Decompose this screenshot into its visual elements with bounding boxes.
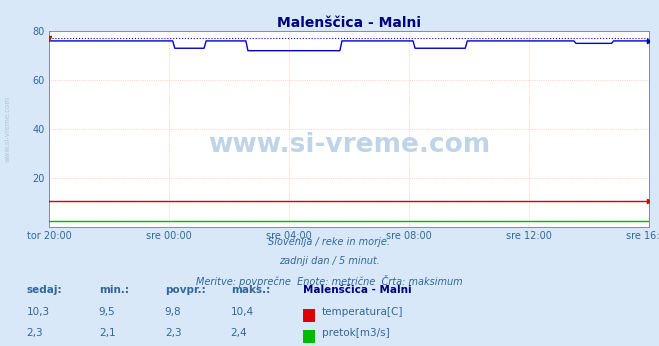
Text: Malenščica - Malni: Malenščica - Malni bbox=[303, 285, 412, 295]
Text: pretok[m3/s]: pretok[m3/s] bbox=[322, 328, 389, 338]
Title: Malenščica - Malni: Malenščica - Malni bbox=[277, 16, 421, 30]
Text: www.si-vreme.com: www.si-vreme.com bbox=[208, 131, 490, 157]
Text: povpr.:: povpr.: bbox=[165, 285, 206, 295]
Text: 9,5: 9,5 bbox=[99, 307, 115, 317]
Text: Meritve: povprečne  Enote: metrične  Črta: maksimum: Meritve: povprečne Enote: metrične Črta:… bbox=[196, 275, 463, 287]
Text: 10,3: 10,3 bbox=[26, 307, 49, 317]
Text: Slovenija / reke in morje.: Slovenija / reke in morje. bbox=[268, 237, 391, 247]
Text: www.si-vreme.com: www.si-vreme.com bbox=[5, 96, 11, 162]
Text: sedaj:: sedaj: bbox=[26, 285, 62, 295]
Text: temperatura[C]: temperatura[C] bbox=[322, 307, 403, 317]
Text: 2,3: 2,3 bbox=[26, 328, 43, 338]
Text: 9,8: 9,8 bbox=[165, 307, 181, 317]
Text: 2,3: 2,3 bbox=[165, 328, 181, 338]
Text: zadnji dan / 5 minut.: zadnji dan / 5 minut. bbox=[279, 256, 380, 266]
Text: min.:: min.: bbox=[99, 285, 129, 295]
Text: 2,4: 2,4 bbox=[231, 328, 247, 338]
Text: maks.:: maks.: bbox=[231, 285, 270, 295]
Text: 2,1: 2,1 bbox=[99, 328, 115, 338]
Text: 10,4: 10,4 bbox=[231, 307, 254, 317]
